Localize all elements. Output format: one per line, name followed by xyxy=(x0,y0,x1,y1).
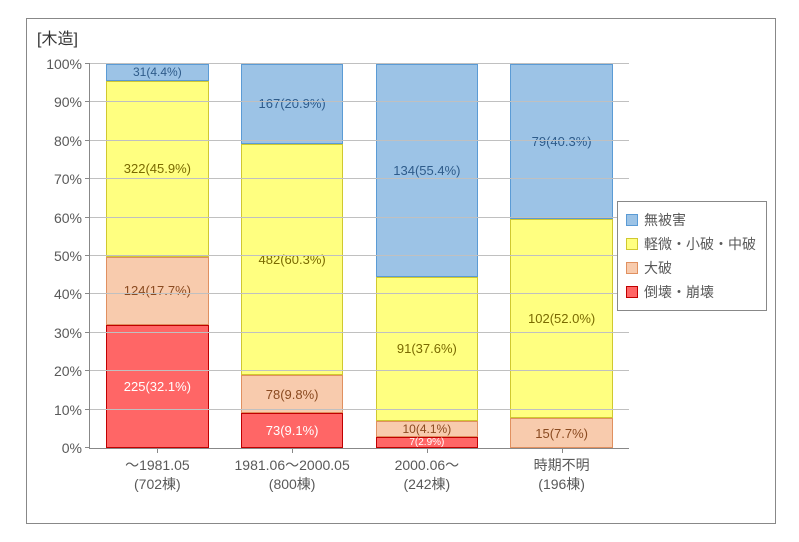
gridline xyxy=(90,217,629,218)
gridline xyxy=(90,293,629,294)
bar: 7(2.9%)10(4.1%) 91(37.6%) 134(55.4%) xyxy=(376,64,478,448)
plot-area: 225(32.1%) 124(17.7%) 322(45.9%) 31(4.4%) 73… xyxy=(89,64,629,449)
x-label-line1: 1981.06～2000.05 xyxy=(235,457,350,473)
y-axis-label: 70% xyxy=(54,171,90,187)
legend-swatch xyxy=(626,286,638,298)
x-axis-label: 時期不明 (196棟) xyxy=(534,448,590,494)
chart-title: [木造] xyxy=(37,25,78,49)
x-label-line2: (196棟) xyxy=(538,476,585,492)
legend-label: 無被害 xyxy=(644,210,686,230)
y-axis-label: 10% xyxy=(54,402,90,418)
bar-segment-none: 79(40.3%) xyxy=(510,64,612,219)
bar-segment-collapse: 7(2.9%) xyxy=(376,437,478,448)
segment-label: 78(9.8%) xyxy=(266,387,319,402)
gridline xyxy=(90,140,629,141)
segment-label: 15(7.7%) xyxy=(535,426,588,441)
x-axis-label: 2000.06～ (242棟) xyxy=(395,448,460,494)
y-axis-label: 60% xyxy=(54,210,90,226)
legend-label: 倒壊・崩壊 xyxy=(644,282,714,302)
legend-item-collapse: 倒壊・崩壊 xyxy=(626,280,756,304)
legend-label: 大破 xyxy=(644,258,672,278)
legend-label: 軽微・小破・中破 xyxy=(644,234,756,254)
x-label-line2: (800棟) xyxy=(269,476,316,492)
gridline xyxy=(90,370,629,371)
x-axis-label: ～1981.05 (702棟) xyxy=(125,448,190,494)
bar: 15(7.7%) 102(52.0%) 79(40.3%) xyxy=(510,64,612,448)
x-label-line1: 時期不明 xyxy=(534,457,590,473)
bar-segment-minor: 91(37.6%) xyxy=(376,277,478,421)
legend-swatch xyxy=(626,238,638,250)
gridline xyxy=(90,178,629,179)
x-label-line2: (242棟) xyxy=(404,476,451,492)
x-label-line1: 2000.06～ xyxy=(395,457,460,473)
bar: 73(9.1%)78(9.8%)482(60.3%)167(20.9%) xyxy=(241,64,343,448)
y-axis-label: 80% xyxy=(54,133,90,149)
bar-segment-major: 10(4.1%) xyxy=(376,421,478,437)
gridline xyxy=(90,255,629,256)
segment-label: 134(55.4%) xyxy=(393,163,460,178)
y-axis-label: 100% xyxy=(46,56,90,72)
segment-label: 322(45.9%) xyxy=(124,161,191,176)
x-label-line2: (702棟) xyxy=(134,476,181,492)
legend-item-minor: 軽微・小破・中破 xyxy=(626,232,756,256)
bar-segment-major: 78(9.8%) xyxy=(241,375,343,413)
bar: 225(32.1%) 124(17.7%) 322(45.9%) 31(4.4%) xyxy=(106,64,208,448)
gridline xyxy=(90,101,629,102)
bars-container: 225(32.1%) 124(17.7%) 322(45.9%) 31(4.4%) 73… xyxy=(90,64,629,448)
bar-segment-major: 15(7.7%) xyxy=(510,418,612,448)
bar-segment-major: 124(17.7%) xyxy=(106,257,208,325)
segment-label: 91(37.6%) xyxy=(397,341,457,356)
y-axis-label: 0% xyxy=(62,440,90,456)
y-axis-label: 20% xyxy=(54,363,90,379)
bar-segment-none: 31(4.4%) xyxy=(106,64,208,81)
segment-label: 31(4.4%) xyxy=(133,65,182,79)
x-label-line1: ～1981.05 xyxy=(125,457,190,473)
segment-label: 79(40.3%) xyxy=(532,134,592,149)
segment-label: 102(52.0%) xyxy=(528,311,595,326)
legend: 無被害軽微・小破・中破大破倒壊・崩壊 xyxy=(617,201,767,311)
y-axis-label: 50% xyxy=(54,248,90,264)
y-axis-label: 90% xyxy=(54,94,90,110)
bar-segment-minor: 322(45.9%) xyxy=(106,81,208,257)
bar-segment-minor: 102(52.0%) xyxy=(510,219,612,419)
gridline xyxy=(90,409,629,410)
segment-label: 73(9.1%) xyxy=(266,423,319,438)
bar-segment-none: 167(20.9%) xyxy=(241,64,343,144)
gridline xyxy=(90,63,629,64)
segment-label: 10(4.1%) xyxy=(403,422,452,436)
legend-swatch xyxy=(626,214,638,226)
legend-item-major: 大破 xyxy=(626,256,756,280)
legend-item-none: 無被害 xyxy=(626,208,756,232)
gridline xyxy=(90,332,629,333)
bar-segment-collapse: 225(32.1%) xyxy=(106,325,208,448)
legend-swatch xyxy=(626,262,638,274)
y-axis-label: 30% xyxy=(54,325,90,341)
x-axis-label: 1981.06～2000.05 (800棟) xyxy=(235,448,350,494)
segment-label: 225(32.1%) xyxy=(124,379,191,394)
bar-segment-none: 134(55.4%) xyxy=(376,64,478,277)
bar-segment-collapse: 73(9.1%) xyxy=(241,413,343,448)
chart-frame: [木造] 225(32.1%) 124(17.7%) 322(45.9%) 31(4.… xyxy=(26,18,776,524)
y-axis-label: 40% xyxy=(54,286,90,302)
segment-label: 7(2.9%) xyxy=(409,437,444,448)
segment-label: 124(17.7%) xyxy=(124,283,191,298)
segment-label: 167(20.9%) xyxy=(259,96,326,111)
